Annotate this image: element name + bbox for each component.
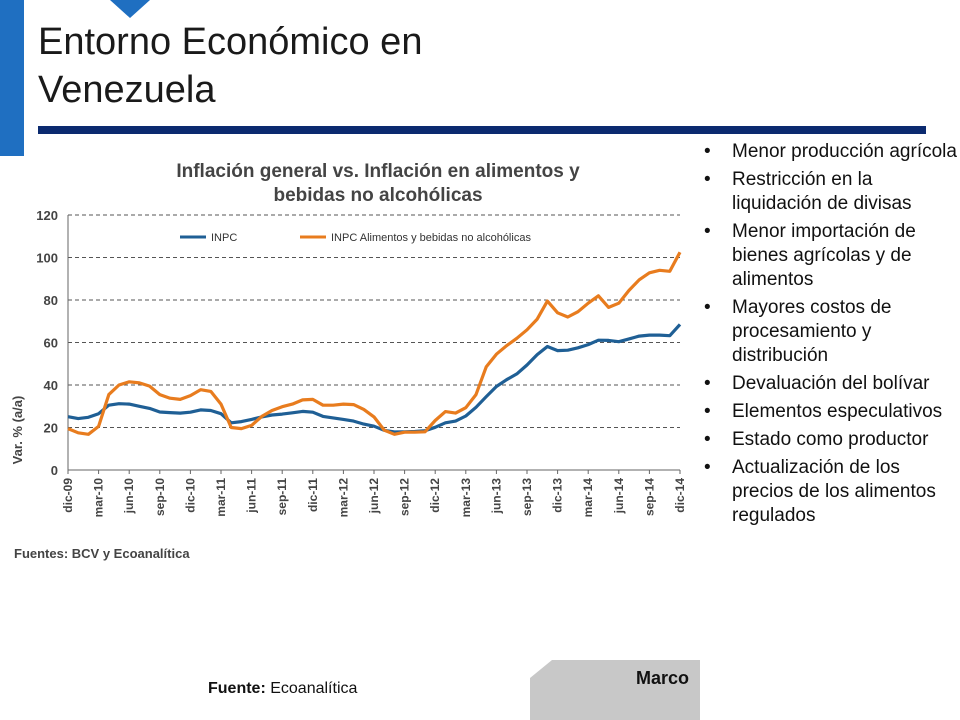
bullet-item: • Restricción en la liquidación de divisa… [700, 168, 960, 216]
chart-source: Fuentes: BCV y Ecoanalítica [14, 546, 190, 561]
x-tick-label: dic-11 [306, 478, 320, 512]
footer-tab [530, 660, 700, 720]
x-tick-label: dic-13 [551, 478, 565, 513]
chart-title-line-2: bebidas no alcohólicas [273, 185, 482, 206]
x-tick-label: dic-10 [183, 478, 197, 513]
slide-title-line-1: Entorno Económico en [38, 21, 423, 63]
bullet-dot-icon: • [704, 169, 711, 190]
x-tick-label: sep-11 [275, 478, 289, 516]
y-tick-label: 60 [44, 336, 58, 351]
bullet-text: Mayores costos de procesamiento y distri… [732, 297, 892, 366]
slide-title-line-2: Venezuela [38, 69, 216, 111]
y-tick-label: 100 [36, 251, 58, 266]
x-tick-label: dic-14 [673, 478, 687, 513]
chart-legend: INPC INPC Alimentos y bebidas no alcohóli… [180, 232, 531, 244]
bullet-dot-icon: • [704, 297, 711, 318]
chart-x-axis: dic-09 mar-10 jun-10 sep-10 dic-10 mar-11 jun-… [61, 469, 687, 518]
series-line-inpc [67, 323, 682, 434]
source-note: Fuente: Ecoanalítica [208, 680, 357, 698]
bullet-dot-icon: • [704, 373, 711, 394]
bullet-item: • Estado como productor [700, 428, 960, 452]
bullet-dot-icon: • [704, 221, 711, 242]
bullet-item: • Menor importación de bienes agrícolas y… [700, 220, 960, 292]
bullet-text: Devaluación del bolívar [732, 373, 930, 394]
chart-title-line-1: Inflación general vs. Inflación en alime… [176, 161, 580, 182]
y-tick-label: 20 [44, 421, 58, 436]
x-tick-label: mar-11 [214, 478, 228, 517]
bullet-list: • Menor producción agrícola • Restricción e… [700, 140, 960, 532]
corner-triangle [110, 0, 150, 18]
y-tick-label: 40 [44, 378, 58, 393]
x-tick-label: jun-13 [489, 478, 503, 515]
bullet-text: Elementos especulativos [732, 401, 943, 422]
bullet-text: Menor importación de bienes agrícolas y … [732, 221, 916, 290]
chart-y-label: Var. % (a/a) [10, 396, 25, 465]
chart-series [67, 251, 682, 436]
bullet-item: • Mayores costos de procesamiento y distr… [700, 296, 960, 368]
x-tick-label: mar-14 [581, 478, 595, 518]
legend-label: INPC Alimentos y bebidas no alcohólicas [331, 232, 531, 244]
x-tick-label: dic-09 [61, 478, 75, 513]
bullet-dot-icon: • [704, 429, 711, 450]
bullet-item: • Actualización de los precios de los ali… [700, 456, 960, 528]
x-tick-label: mar-13 [459, 478, 473, 518]
series-line-food [67, 251, 682, 436]
footer-label: Marco [636, 668, 690, 688]
inflation-chart: Inflación general vs. Inflación en alime… [10, 161, 687, 561]
source-value: Ecoanalítica [270, 680, 358, 697]
x-tick-label: jun-12 [367, 478, 381, 515]
bullet-item: • Elementos especulativos [700, 400, 960, 424]
chart-gridlines [68, 214, 680, 428]
bullet-text: Menor producción agrícola [732, 141, 957, 162]
y-tick-label: 0 [51, 463, 58, 478]
x-tick-label: sep-10 [153, 478, 167, 516]
bullet-dot-icon: • [704, 457, 711, 478]
bullet-dot-icon: • [704, 141, 711, 162]
y-tick-label: 80 [44, 293, 58, 308]
footer-tab-shape [530, 660, 700, 720]
bullet-text: Restricción en la liquidación de divisas [732, 169, 912, 214]
bullet-text: Estado como productor [732, 429, 929, 450]
source-label: Fuente: [208, 680, 266, 697]
legend-label: INPC [211, 232, 237, 244]
y-tick-label: 120 [36, 208, 58, 223]
chart-y-axis: 0 20 40 60 80 100 120 [36, 208, 69, 478]
x-tick-label: sep-13 [520, 478, 534, 516]
bullet-text: Actualización de los precios de los alim… [732, 457, 936, 526]
x-tick-label: jun-14 [612, 478, 626, 515]
bullet-item: • Menor producción agrícola [700, 140, 960, 164]
x-tick-label: sep-14 [642, 478, 656, 516]
bullet-item: • Devaluación del bolívar [700, 372, 960, 396]
corner-bar [0, 0, 24, 156]
x-tick-label: dic-12 [428, 478, 442, 513]
x-tick-label: mar-12 [336, 478, 350, 518]
x-tick-label: sep-12 [398, 478, 412, 516]
corner-decoration [0, 0, 150, 156]
slide-title: Entorno Económico en Venezuela [38, 18, 678, 114]
bullet-dot-icon: • [704, 401, 711, 422]
x-tick-label: jun-11 [245, 478, 259, 514]
x-tick-label: mar-10 [92, 478, 106, 518]
x-tick-label: jun-10 [122, 478, 136, 515]
title-underline [38, 126, 926, 134]
